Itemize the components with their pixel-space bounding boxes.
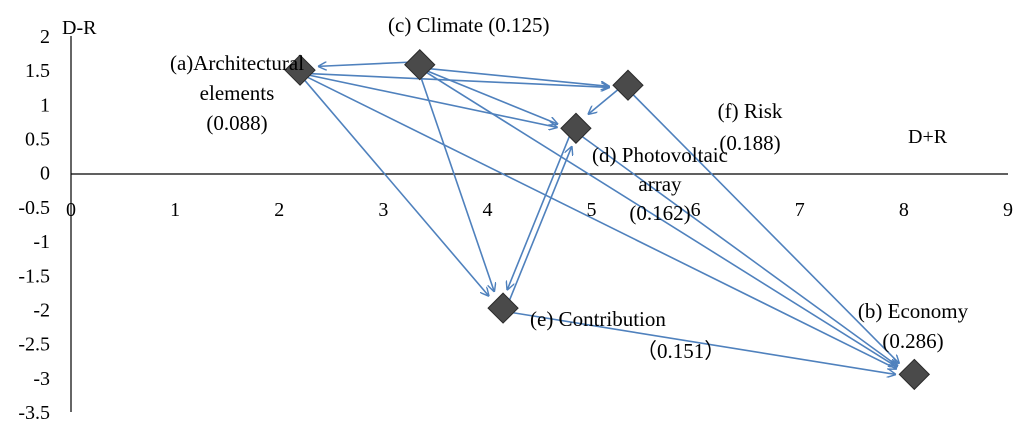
factor-markers [284, 49, 931, 391]
marker-b [898, 358, 931, 391]
arrow-d-to-b [578, 133, 898, 366]
label-d-line: (0.162) [629, 201, 690, 225]
arrow-c-to-d [423, 69, 558, 125]
label-c: (c) Climate (0.125) [388, 13, 550, 37]
y-tick-label: -3.5 [18, 402, 50, 423]
y-tick-label: -2 [33, 299, 50, 321]
label-a-line: (a)Architectural [170, 51, 304, 75]
label-b-line: (b) Economy [858, 299, 969, 323]
marker-e [487, 292, 519, 324]
label-e-line: (e) Contribution [530, 307, 666, 331]
arrow-d-to-e [507, 132, 572, 291]
x-tick-label: 0 [66, 199, 76, 221]
tick-labels: 0 1 2 3 4 5 6 7 8 9 2 1.5 1 0.5 0 -0.5 -1 -1.5 -2 -2.5 -3 -3.… [18, 26, 1013, 423]
label-e-line: （0.151） [636, 339, 725, 363]
arrow-c-to-a [318, 61, 414, 66]
arrow-a-to-f [305, 72, 610, 87]
y-tick-label: -1 [33, 231, 50, 253]
y-tick-label: -0.5 [18, 197, 50, 219]
arrow-c-to-e [418, 71, 495, 292]
influence-arrows [301, 61, 900, 375]
arrow-e-to-d [507, 146, 572, 304]
y-tick-label: -2.5 [18, 334, 50, 356]
label-a: (a)Architectural elements (0.088) [170, 51, 304, 135]
x-tick-label: 1 [170, 199, 180, 221]
label-a-line: (0.088) [206, 111, 267, 135]
label-f-line: (f) Risk [718, 99, 783, 123]
arrow-c-to-f [425, 67, 609, 86]
x-tick-label: 2 [274, 199, 284, 221]
label-c-line: (c) Climate (0.125) [388, 13, 550, 37]
x-tick-label: 3 [378, 199, 388, 221]
y-tick-label: 0.5 [25, 129, 50, 151]
marker-a [284, 54, 316, 86]
x-tick-label: 9 [1003, 199, 1013, 221]
label-f-line: (0.188) [719, 131, 780, 155]
y-tick-label: -1.5 [18, 265, 50, 287]
y-tick-label: 1.5 [25, 60, 50, 82]
arrow-c-to-b [422, 69, 897, 367]
y-axis-title: D-R [62, 17, 97, 39]
marker-c [404, 49, 436, 81]
marker-d [560, 112, 592, 144]
x-tick-label: 5 [587, 199, 597, 221]
label-d: (d) Photovoltaic array (0.162) [592, 143, 728, 225]
label-a-line: elements [200, 81, 275, 105]
factor-labels: (a)Architectural elements (0.088) (b) Econo… [170, 13, 969, 363]
y-tick-label: 1 [40, 94, 50, 116]
x-tick-label: 8 [899, 199, 909, 221]
label-b: (b) Economy (0.286) [858, 299, 969, 353]
arrow-f-to-b [629, 91, 899, 364]
x-tick-label: 7 [795, 199, 805, 221]
x-axis-title: D+R [908, 126, 948, 148]
y-tick-label: 2 [40, 26, 50, 48]
y-tick-label: 0 [40, 163, 50, 185]
label-b-line: (0.286) [882, 329, 943, 353]
arrow-a-to-d [305, 73, 557, 127]
arrow-a-to-e [301, 76, 489, 297]
x-tick-label: 4 [482, 199, 492, 221]
y-tick-label: -3 [33, 368, 50, 390]
label-f: (f) Risk (0.188) [718, 99, 783, 155]
arrow-a-to-b [303, 74, 897, 370]
label-d-line: (d) Photovoltaic [592, 143, 728, 167]
marker-f [612, 69, 644, 101]
arrow-f-to-d [588, 86, 622, 115]
label-e: (e) Contribution （0.151） [530, 307, 725, 363]
arrow-e-to-b [508, 311, 897, 374]
label-d-line: array [638, 172, 682, 196]
x-tick-label: 6 [691, 199, 701, 221]
